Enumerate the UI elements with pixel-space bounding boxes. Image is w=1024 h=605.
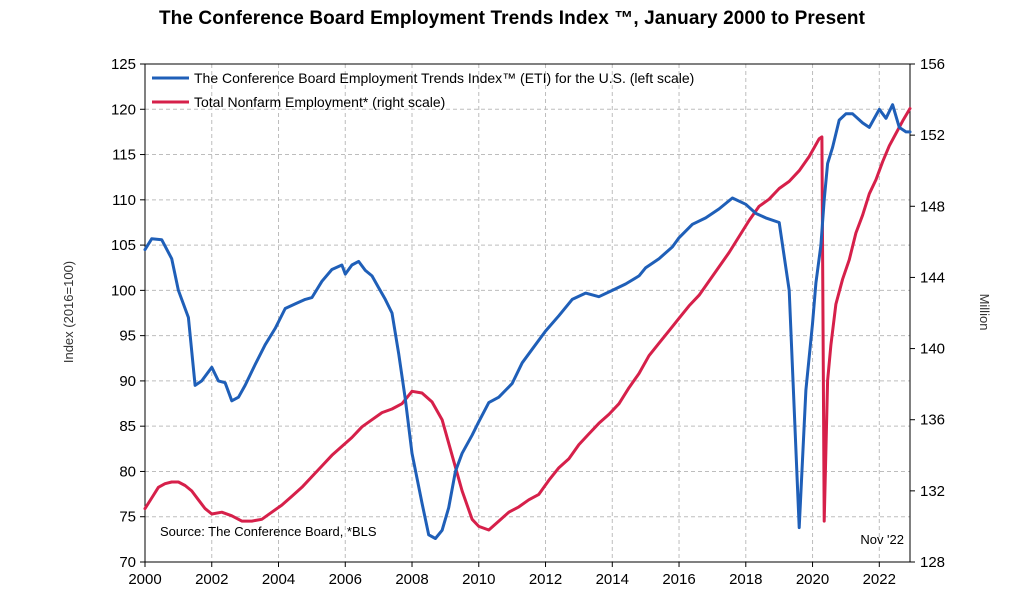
legend-label-nonfarm: Total Nonfarm Employment* (right scale): [194, 94, 445, 110]
left-y-tick-label: 90: [119, 373, 136, 390]
right-y-tick-label: 152: [920, 127, 945, 144]
left-y-tick-label: 115: [112, 147, 136, 164]
x-tick-label: 2014: [596, 571, 629, 588]
source-note: Source: The Conference Board, *BLS: [160, 524, 377, 539]
x-tick-labels: 2000 2002 2004 2006 2008 2010 2012 2014 2016 2018…: [128, 571, 896, 588]
x-tick-label: 2016: [662, 571, 695, 588]
x-tick-label: 2004: [262, 571, 295, 588]
left-y-tick-label: 110: [112, 192, 136, 209]
right-y-axis-title: Million: [977, 294, 992, 331]
x-tick-label: 2006: [329, 571, 362, 588]
left-y-tick-labels: 70 75 80 85 90 95 100 105 110 115 120 125: [111, 56, 136, 571]
series-line-eti: [143, 103, 912, 540]
plot-frame: [144, 63, 911, 563]
series-layer: [143, 103, 912, 540]
x-tick-label: 2020: [796, 571, 829, 588]
legend-label-eti: The Conference Board Employment Trends I…: [194, 70, 694, 86]
left-y-tick-label: 80: [119, 463, 136, 480]
left-y-tick-label: 105: [111, 237, 136, 254]
legend: The Conference Board Employment Trends I…: [152, 70, 694, 110]
left-y-tick-label: 100: [111, 282, 136, 299]
right-y-tick-label: 140: [920, 341, 945, 358]
left-y-tick-label: 85: [119, 418, 136, 435]
right-y-tick-label: 156: [920, 56, 945, 73]
right-y-tick-labels: 128 132 136 140 144 148 152 156: [920, 56, 945, 571]
x-tick-label: 2012: [529, 571, 562, 588]
left-y-axis-title: Index (2016=100): [61, 261, 76, 363]
x-tick-label: 2002: [195, 571, 228, 588]
x-tick-label: 2008: [395, 571, 428, 588]
left-y-tick-label: 95: [119, 328, 136, 345]
gridlines: [145, 64, 910, 562]
date-note: Nov '22: [860, 532, 904, 547]
left-y-tick-label: 125: [111, 56, 136, 73]
x-tick-label: 2018: [729, 571, 762, 588]
left-y-tick-label: 120: [111, 101, 136, 118]
series-line-nonfarm: [143, 107, 912, 532]
right-y-tick-label: 132: [920, 483, 945, 500]
tick-marks: [140, 63, 915, 567]
right-y-tick-label: 148: [920, 198, 945, 215]
chart-title: The Conference Board Employment Trends I…: [158, 8, 866, 29]
x-tick-label: 2022: [863, 571, 896, 588]
right-y-tick-label: 128: [920, 554, 945, 571]
x-tick-label: 2010: [462, 571, 495, 588]
right-y-tick-label: 144: [920, 269, 945, 286]
right-y-tick-label: 136: [920, 412, 945, 429]
left-y-tick-label: 70: [119, 554, 136, 571]
x-tick-label: 2000: [128, 571, 161, 588]
left-y-tick-label: 75: [119, 509, 136, 526]
